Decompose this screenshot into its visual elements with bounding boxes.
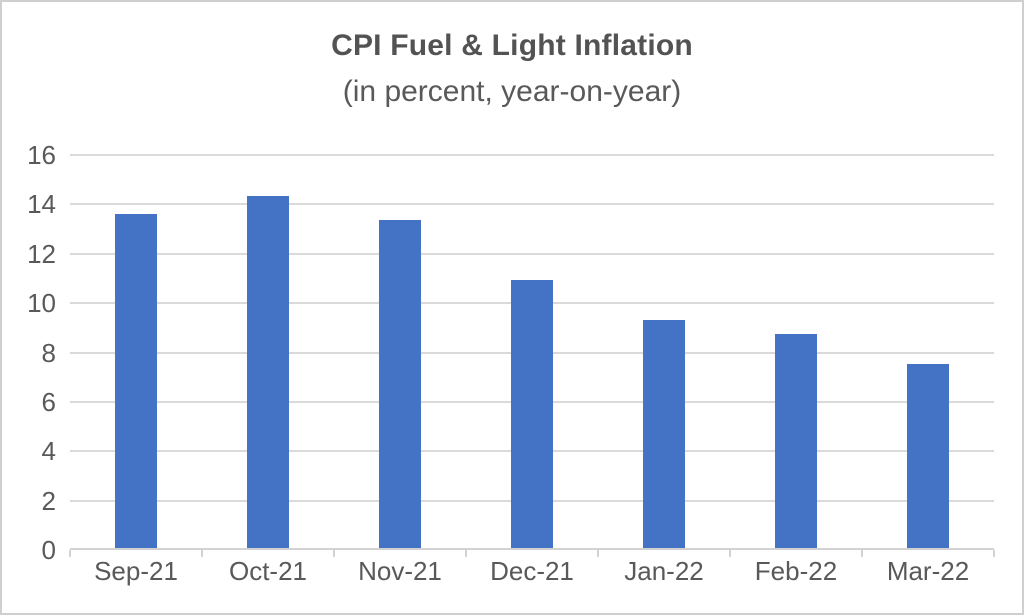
x-axis-tick-5 (729, 550, 731, 557)
x-tick-label-nov-21: Nov-21 (358, 556, 442, 586)
plot-area: 0 2 4 6 8 10 12 14 16 Sep-21 Oct-21 Nov-21 Dec-21 Jan… (27, 140, 995, 586)
x-axis-tick-6 (861, 550, 863, 557)
x-axis-tick-3 (465, 550, 467, 557)
x-tick-label-oct-21: Oct-21 (228, 556, 308, 586)
y-tick-label-14: 14 (27, 189, 56, 220)
x-tick-label-sep-21: Sep-21 (94, 556, 178, 586)
x-axis-line (70, 548, 994, 550)
gridline-12 (70, 252, 994, 255)
gridline-16 (70, 154, 994, 156)
bar-mar-22 (907, 364, 949, 550)
y-tick-label-6: 6 (41, 386, 56, 417)
bar-jan-22 (643, 319, 685, 550)
y-tick-label-4: 4 (41, 436, 56, 467)
x-tick-label-feb-22: Feb-22 (754, 556, 838, 586)
x-tick-label-mar-22: Mar-22 (886, 556, 970, 586)
chart-title: CPI Fuel & Light Inflation (331, 29, 693, 62)
x-axis-tick-4 (597, 550, 599, 557)
x-axis-tick-1 (201, 550, 203, 557)
x-axis-tick-0 (69, 550, 71, 557)
bar-feb-22 (775, 334, 817, 550)
y-tick-label-10: 10 (27, 288, 56, 319)
y-tick-label-2: 2 (41, 485, 56, 516)
y-tick-label-0: 0 (41, 535, 56, 565)
bar-dec-21 (511, 279, 553, 550)
gridline-14 (70, 203, 994, 206)
x-tick-label-jan-22: Jan-22 (624, 556, 704, 586)
y-tick-label-8: 8 (41, 337, 56, 368)
x-axis-tick-7 (993, 550, 995, 557)
y-tick-label-12: 12 (27, 238, 56, 269)
bar-sep-21 (115, 213, 157, 550)
x-axis-tick-2 (333, 550, 335, 557)
x-tick-label-dec-21: Dec-21 (490, 556, 574, 586)
bar-oct-21 (247, 195, 289, 550)
y-tick-label-16: 16 (27, 140, 56, 170)
bar-nov-21 (379, 220, 421, 550)
chart-subtitle: (in percent, year-on-year) (342, 75, 682, 108)
